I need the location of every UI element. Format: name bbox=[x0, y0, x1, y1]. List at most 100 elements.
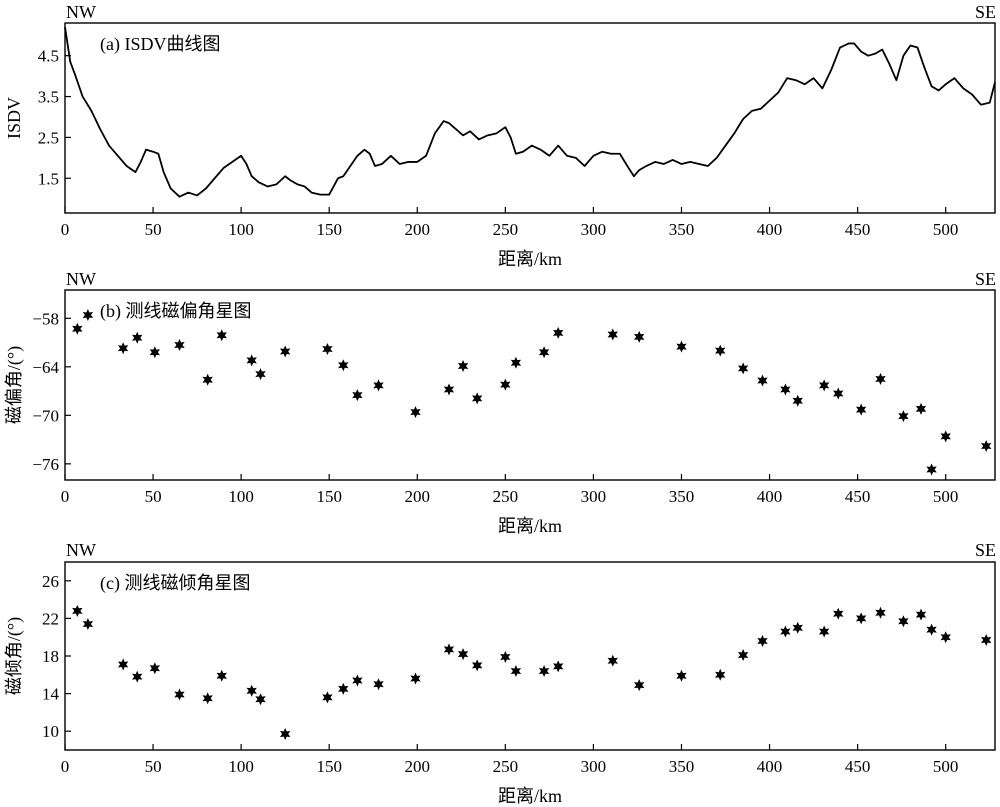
star-point bbox=[676, 669, 687, 682]
y-tick-label: 22 bbox=[42, 609, 59, 628]
star-point bbox=[607, 328, 618, 341]
star-point bbox=[352, 674, 363, 687]
star-point bbox=[410, 406, 421, 419]
star-point bbox=[757, 374, 768, 387]
panel-c-x-axis-label: 距离/km bbox=[498, 786, 562, 806]
star-point bbox=[634, 679, 645, 692]
star-point bbox=[833, 607, 844, 620]
x-tick-label: 100 bbox=[228, 757, 254, 776]
panel-c-corner-se: SE bbox=[975, 540, 996, 560]
star-point bbox=[715, 668, 726, 681]
star-point bbox=[246, 354, 257, 367]
panel-a-marks bbox=[64, 26, 996, 198]
y-tick-label: 18 bbox=[42, 647, 59, 666]
star-point bbox=[833, 387, 844, 400]
panel-b-corner-se: SE bbox=[975, 269, 996, 289]
star-point bbox=[780, 625, 791, 638]
x-tick-label: 500 bbox=[933, 757, 959, 776]
star-point bbox=[552, 660, 564, 673]
star-point bbox=[500, 650, 511, 663]
panel-b-corner-nw: NW bbox=[66, 269, 96, 289]
x-tick-label: 250 bbox=[493, 757, 519, 776]
star-point bbox=[279, 728, 291, 741]
star-point bbox=[510, 356, 522, 369]
x-tick-label: 500 bbox=[933, 487, 959, 506]
star-point bbox=[715, 344, 726, 357]
x-tick-label: 250 bbox=[493, 487, 519, 506]
y-tick-label: −58 bbox=[32, 309, 59, 328]
star-point bbox=[174, 338, 185, 351]
panel-c-corner-nw: NW bbox=[66, 540, 96, 560]
star-point bbox=[255, 368, 266, 381]
star-point bbox=[875, 372, 886, 385]
y-tick-label: 4.5 bbox=[38, 47, 59, 66]
star-point bbox=[471, 659, 483, 672]
x-tick-label: 350 bbox=[669, 220, 695, 239]
x-tick-label: 100 bbox=[228, 220, 254, 239]
star-point bbox=[149, 662, 161, 675]
panel-a-isdv-curve: NW SE (a) ISDV曲线图 距离/km ISDV 0 50 100 150 20… bbox=[4, 2, 996, 269]
star-point bbox=[279, 345, 291, 358]
star-point bbox=[855, 403, 867, 416]
panel-b-ticks: 0 50 100 150 200 250 300 350 400 450 500 −58 −64 −70 −… bbox=[32, 309, 958, 506]
y-tick-label: −70 bbox=[32, 406, 59, 425]
star-point bbox=[915, 402, 927, 415]
y-tick-label: 10 bbox=[42, 722, 59, 741]
panel-b-x-axis-label: 距离/km bbox=[498, 516, 562, 536]
x-tick-label: 450 bbox=[845, 757, 871, 776]
panel-b-y-axis-label: 磁偏角/(°) bbox=[4, 346, 25, 424]
x-tick-label: 300 bbox=[581, 757, 607, 776]
star-point bbox=[552, 326, 564, 339]
star-point bbox=[792, 394, 803, 407]
y-tick-label: 14 bbox=[42, 685, 60, 704]
x-tick-label: 200 bbox=[405, 487, 431, 506]
star-point bbox=[373, 678, 384, 691]
star-point bbox=[981, 634, 992, 647]
star-point bbox=[255, 693, 266, 706]
x-tick-label: 250 bbox=[493, 220, 519, 239]
star-point bbox=[410, 672, 421, 685]
panel-c-ticks: 0 50 100 150 200 250 300 350 400 450 500 10 14 18 22 26 bbox=[42, 572, 958, 776]
star-point bbox=[940, 631, 951, 644]
star-point bbox=[757, 634, 768, 647]
star-point bbox=[855, 612, 867, 625]
star-point bbox=[202, 692, 213, 705]
star-point bbox=[117, 342, 129, 355]
x-tick-label: 400 bbox=[757, 220, 783, 239]
panel-b-title: (b) 测线磁偏角星图 bbox=[100, 301, 252, 322]
star-point bbox=[898, 410, 909, 423]
panel-a-y-axis-label: ISDV bbox=[4, 97, 24, 139]
y-tick-label: 2.5 bbox=[38, 128, 59, 147]
x-tick-label: 500 bbox=[933, 220, 959, 239]
star-point bbox=[149, 346, 161, 359]
star-point bbox=[132, 670, 143, 683]
star-point bbox=[981, 440, 992, 453]
x-tick-label: 150 bbox=[316, 487, 342, 506]
x-tick-label: 300 bbox=[581, 487, 607, 506]
star-point bbox=[500, 378, 511, 391]
star-point bbox=[338, 359, 349, 372]
star-point bbox=[538, 346, 550, 359]
star-point bbox=[737, 362, 749, 375]
panel-b-declination-stars: NW SE (b) 测线磁偏角星图 距离/km 磁偏角/(°) 0 50 100 15… bbox=[4, 269, 996, 536]
x-tick-label: 200 bbox=[405, 220, 431, 239]
star-point bbox=[72, 322, 83, 335]
isdv-line bbox=[64, 26, 996, 198]
panel-a-corner-se: SE bbox=[975, 2, 996, 22]
star-point bbox=[246, 684, 257, 697]
y-tick-label: 1.5 bbox=[38, 169, 59, 188]
star-point bbox=[915, 608, 927, 621]
x-tick-label: 150 bbox=[316, 220, 342, 239]
star-point bbox=[926, 623, 937, 636]
star-point bbox=[216, 669, 227, 682]
x-tick-label: 350 bbox=[669, 487, 695, 506]
star-point bbox=[780, 383, 791, 396]
panel-b-frame bbox=[64, 289, 996, 481]
star-point bbox=[676, 340, 687, 353]
star-point bbox=[82, 618, 94, 631]
star-point bbox=[457, 360, 469, 372]
x-tick-label: 50 bbox=[145, 220, 162, 239]
panel-a-title: (a) ISDV曲线图 bbox=[100, 34, 220, 55]
star-point bbox=[607, 654, 618, 667]
star-point bbox=[174, 688, 185, 701]
